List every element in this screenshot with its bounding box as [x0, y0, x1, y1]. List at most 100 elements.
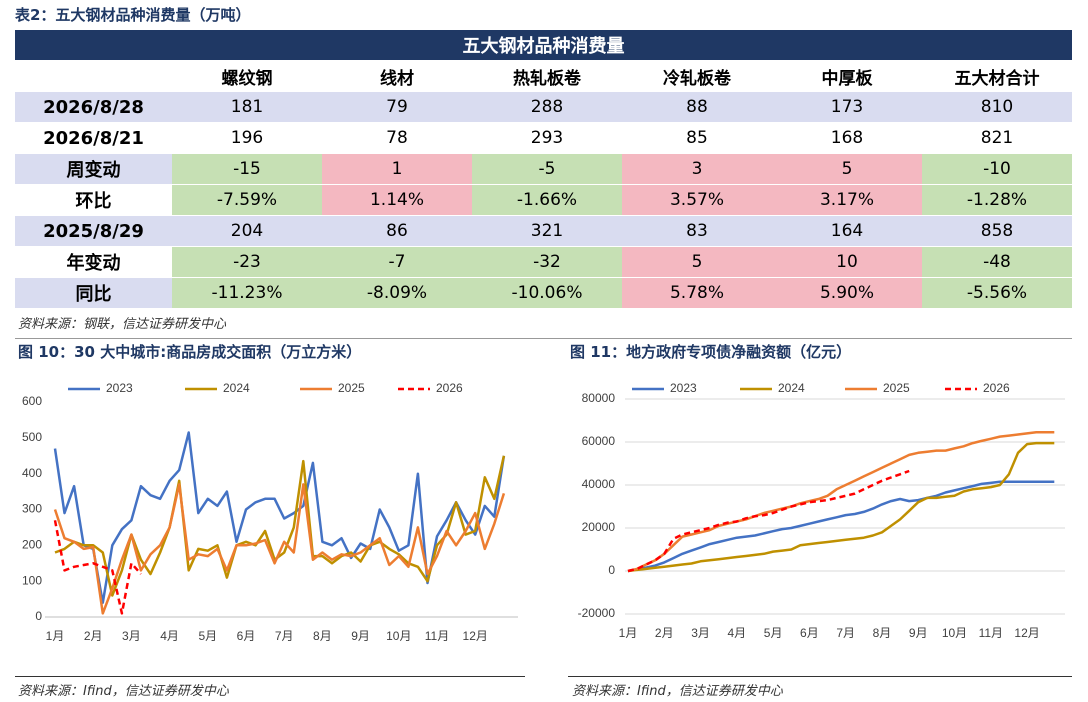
x-tick-label: 12月: [463, 629, 488, 643]
cell: 810: [922, 91, 1072, 123]
x-tick-label: 1月: [619, 626, 638, 640]
table-row: 2026/8/28 181 79 288 88 173 810: [15, 91, 1072, 123]
figure-title: 图 10：30 大中城市:商品房成交面积（万立方米）: [18, 343, 362, 361]
figure-source: 资料来源：Ifind，信达证券研发中心: [572, 684, 783, 699]
table-source: 资料来源：钢联，信达证券研发中心: [18, 317, 227, 332]
cell: -10: [922, 153, 1072, 185]
legend-label: 2024: [223, 381, 250, 395]
x-tick-label: 4月: [727, 626, 746, 640]
series-line: [53, 520, 142, 615]
y-tick-label: 600: [22, 394, 42, 408]
cell: 173: [772, 91, 922, 123]
separator: [15, 676, 525, 677]
cell: 86: [322, 215, 472, 247]
cell: 196: [172, 122, 322, 154]
x-tick-label: 2月: [84, 629, 103, 643]
cell: 5: [772, 153, 922, 185]
cell: 83: [622, 215, 772, 247]
cell: -1.28%: [922, 184, 1072, 216]
y-tick-label: 400: [22, 466, 42, 480]
cell: 88: [622, 91, 772, 123]
y-tick-label: 0: [608, 563, 615, 577]
cell: 181: [172, 91, 322, 123]
y-tick-label: 100: [22, 573, 42, 587]
column-header: 热轧板卷: [472, 60, 622, 92]
x-tick-label: 8月: [873, 626, 892, 640]
legend-label: 2025: [338, 381, 365, 395]
cell: 3: [622, 153, 772, 185]
figure-title: 图 11：地方政府专项债净融资额（亿元）: [570, 343, 852, 361]
cell: -8.09%: [322, 277, 472, 309]
x-tick-label: 6月: [237, 629, 256, 643]
x-tick-label: 7月: [275, 629, 294, 643]
corner-cell: [15, 60, 172, 92]
column-header: 线材: [322, 60, 472, 92]
row-label: 环比: [15, 184, 172, 216]
x-tick-label: 9月: [351, 629, 370, 643]
legend-label: 2026: [436, 381, 463, 395]
x-tick-label: 10月: [386, 629, 411, 643]
cell: 821: [922, 122, 1072, 154]
table-row: 周变动 -15 1 -5 3 5 -10: [15, 153, 1072, 185]
table-row: 年变动 -23 -7 -32 5 10 -48: [15, 246, 1072, 278]
cell: 10: [772, 246, 922, 278]
y-tick-label: 40000: [582, 477, 616, 491]
column-header: 螺纹钢: [172, 60, 322, 92]
cell: 5.90%: [772, 277, 922, 309]
cell: 5.78%: [622, 277, 772, 309]
row-label: 2026/8/21: [15, 122, 172, 154]
caption-row: 五大钢材品种消费量: [15, 30, 1072, 61]
cell: 3.17%: [772, 184, 922, 216]
table-row: 环比 -7.59% 1.14% -1.66% 3.57% 3.17% -1.28%: [15, 184, 1072, 216]
cell: 293: [472, 122, 622, 154]
legend-label: 2023: [106, 381, 133, 395]
series-line: [53, 483, 506, 615]
x-tick-label: 3月: [122, 629, 141, 643]
table: 五大钢材品种消费量 螺纹钢 线材 热轧板卷 冷轧板卷 中厚板 五大材合计 2026/8/28 1…: [15, 30, 1072, 309]
y-tick-label: 20000: [582, 520, 616, 534]
figure-source: 资料来源：Ifind，信达证券研发中心: [18, 684, 229, 699]
column-header: 中厚板: [772, 60, 922, 92]
cell: -10.06%: [472, 277, 622, 309]
y-tick-label: 200: [22, 538, 42, 552]
table-title: 表2：五大钢材品种消费量（万吨）: [15, 6, 251, 24]
cell: 164: [772, 215, 922, 247]
cell: 288: [472, 91, 622, 123]
cell: 168: [772, 122, 922, 154]
x-tick-label: 5月: [198, 629, 217, 643]
y-tick-label: 0: [35, 609, 42, 623]
series-line: [627, 441, 1055, 573]
y-tick-label: 80000: [582, 391, 616, 405]
cell: 3.57%: [622, 184, 772, 216]
series-line: [627, 469, 910, 573]
cell: 85: [622, 122, 772, 154]
x-tick-label: 11月: [425, 629, 449, 643]
cell: 78: [322, 122, 472, 154]
legend-label: 2026: [983, 381, 1010, 395]
header-row: 螺纹钢 线材 热轧板卷 冷轧板卷 中厚板 五大材合计: [15, 60, 1072, 92]
cell: -7.59%: [172, 184, 322, 216]
column-header: 冷轧板卷: [622, 60, 772, 92]
y-tick-label: -20000: [578, 606, 616, 620]
legend-label: 2023: [670, 381, 697, 395]
series-line: [627, 480, 1055, 573]
cell: 858: [922, 215, 1072, 247]
separator: [568, 676, 1072, 677]
table-row: 2026/8/21 196 78 293 85 168 821: [15, 122, 1072, 154]
table-row: 同比 -11.23% -8.09% -10.06% 5.78% 5.90% -5.56%: [15, 277, 1072, 309]
series-line: [53, 431, 506, 604]
table-caption: 五大钢材品种消费量: [15, 30, 1072, 61]
cell: -7: [322, 246, 472, 278]
cell: -5: [472, 153, 622, 185]
x-tick-label: 10月: [942, 626, 967, 640]
row-label: 同比: [15, 277, 172, 309]
series-line: [54, 455, 506, 597]
cell: -32: [472, 246, 622, 278]
y-tick-label: 300: [22, 502, 42, 516]
cell: -48: [922, 246, 1072, 278]
row-label: 周变动: [15, 153, 172, 185]
x-tick-label: 1月: [46, 629, 65, 643]
legend-label: 2025: [883, 381, 910, 395]
